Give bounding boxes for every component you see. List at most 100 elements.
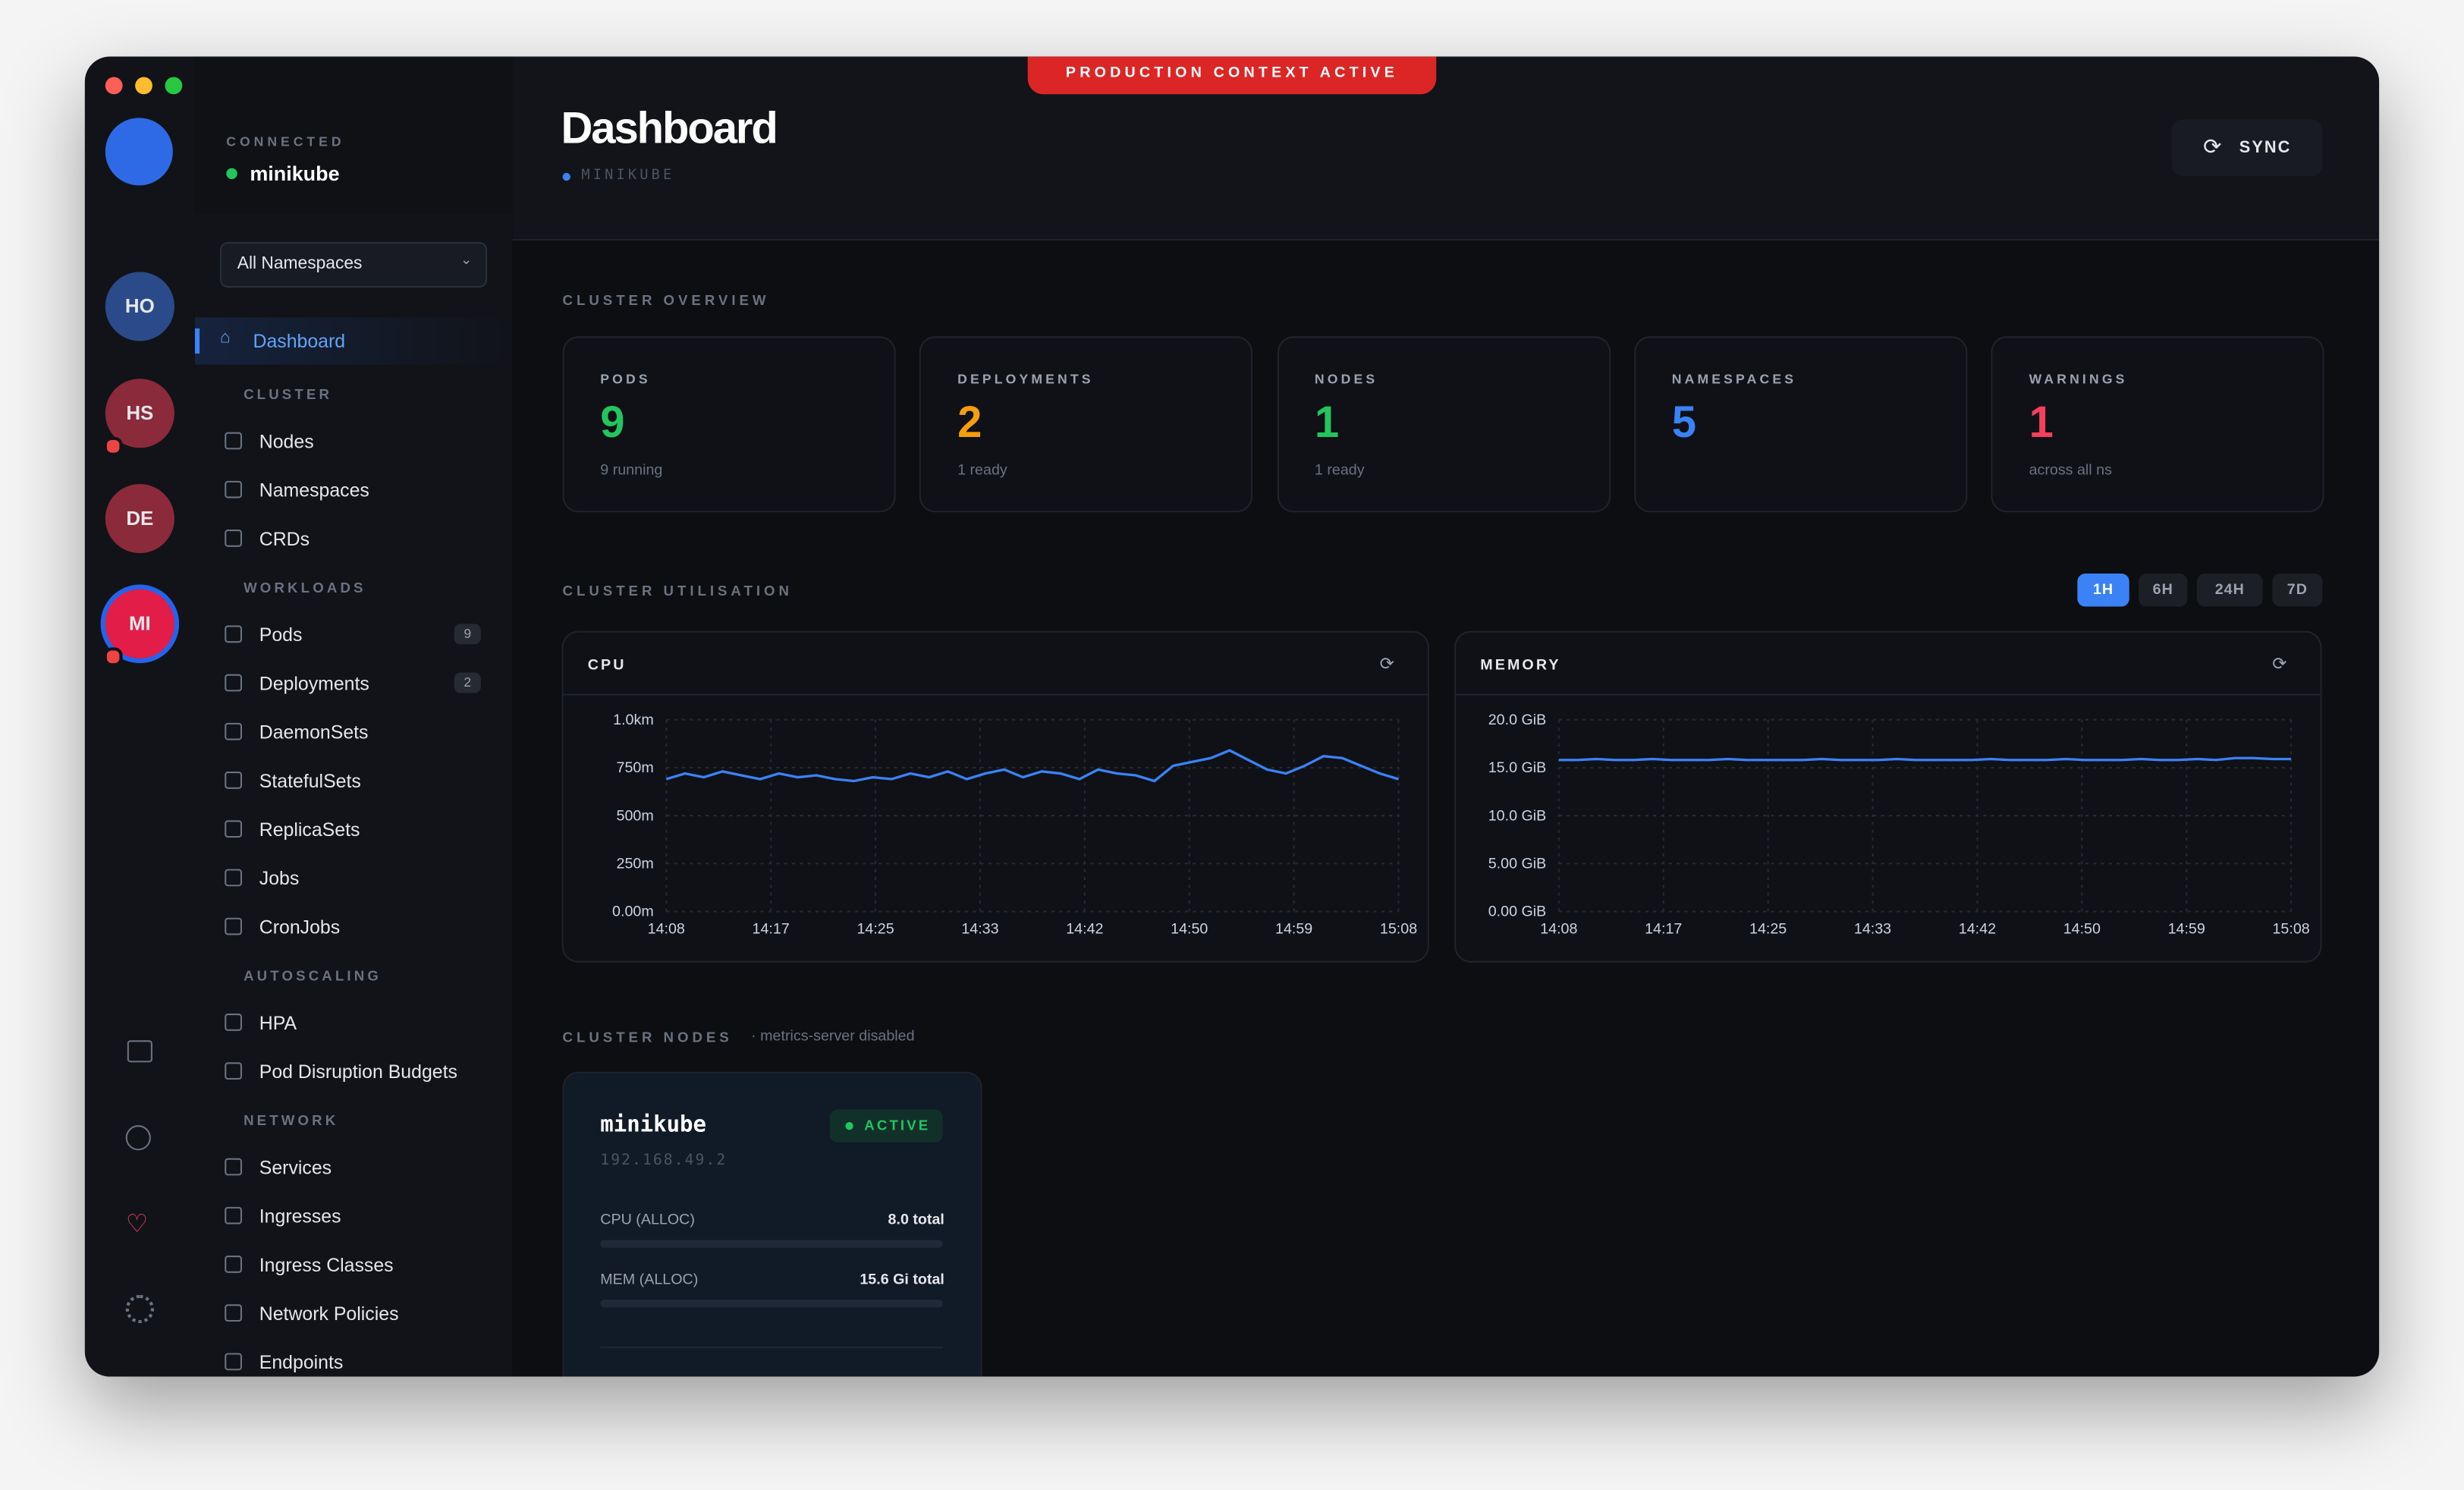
range-button[interactable]: 6H: [2139, 574, 2188, 607]
stat-card[interactable]: DEPLOYMENTS 2 1 ready: [919, 336, 1253, 513]
alert-dot: [103, 647, 123, 667]
stat-card[interactable]: PODS 9 9 running: [562, 336, 896, 513]
stat-sub: 1 ready: [1314, 461, 1365, 479]
y-tick-label: 20.0 GiB: [1488, 712, 1547, 728]
icon: [225, 480, 242, 498]
nav-label: CronJobs: [259, 916, 341, 938]
node-card[interactable]: minikube ACTIVE 192.168.49.2 CPU (ALLOC) 8.0…: [562, 1071, 982, 1377]
x-tick-label: 14:33: [961, 920, 998, 937]
y-tick-label: 750m: [617, 759, 654, 776]
x-tick-label: 14:50: [1171, 920, 1208, 937]
nav-item[interactable]: Ingresses: [195, 1194, 512, 1238]
sync-button[interactable]: ⟳ SYNC: [2171, 119, 2323, 176]
nav-label: ReplicaSets: [259, 819, 360, 841]
x-tick-label: 14:17: [753, 920, 790, 937]
active-item[interactable]: ⌂ Dashboard: [194, 317, 510, 365]
charts: CPU ⟳ 0.00m 250m 500m 750m 1.0km 14:08 14:17 14:2…: [561, 630, 2322, 963]
minimize[interactable]: [135, 77, 152, 95]
range-button[interactable]: 7D: [2272, 574, 2323, 607]
nav-item[interactable]: Nodes: [195, 420, 512, 464]
nav-section: CLUSTER: [244, 386, 333, 403]
divider: [600, 1347, 943, 1349]
nav-item[interactable]: Namespaces: [195, 468, 512, 512]
icon: ⌂: [219, 328, 231, 347]
refresh-icon: ⟳: [1380, 653, 1394, 673]
nav-item[interactable]: ReplicaSets: [195, 808, 512, 852]
stat-card[interactable]: NODES 1 1 ready: [1277, 336, 1611, 513]
nav-item[interactable]: CRDs: [195, 517, 512, 561]
context-avatar[interactable]: HO: [105, 272, 174, 341]
nav-item[interactable]: Services: [195, 1146, 512, 1190]
nav-item[interactable]: Network Policies: [195, 1292, 512, 1336]
icon: [225, 772, 242, 789]
metric-label: MEM (ALLOC): [600, 1271, 699, 1289]
banner: PRODUCTION CONTEXT ACTIVE: [1027, 56, 1437, 95]
context-avatar[interactable]: MI: [105, 589, 174, 659]
active-indicator: [194, 328, 200, 354]
chart-card: [1454, 630, 2322, 963]
status-badge: ACTIVE: [829, 1109, 943, 1143]
nav-item[interactable]: DaemonSets: [195, 710, 512, 754]
close[interactable]: [105, 77, 123, 95]
x-tick-label: 14:59: [2168, 920, 2205, 937]
progress-track: [600, 1240, 943, 1248]
nav-item[interactable]: Endpoints: [195, 1341, 512, 1377]
status-label: CONNECTED: [226, 134, 345, 149]
icon: [225, 1256, 242, 1273]
nav-label: Services: [259, 1156, 332, 1179]
nav-item[interactable]: StatefulSets: [195, 759, 512, 803]
icon: [225, 1014, 242, 1031]
settings-icon[interactable]: [125, 1294, 154, 1324]
nav-item[interactable]: Ingress Classes: [195, 1243, 512, 1287]
metric-total: 15.6 Gi total: [860, 1271, 944, 1289]
stat-card[interactable]: WARNINGS 1 across all ns: [1991, 336, 2324, 513]
stat-label: DEPLOYMENTS: [957, 370, 1094, 387]
stat-label: PODS: [600, 370, 651, 387]
context-avatar[interactable]: DE: [105, 483, 174, 554]
alert-dot: [103, 436, 123, 456]
chart-title: CPU: [588, 656, 627, 673]
icon: [225, 1158, 242, 1176]
y-tick-label: 15.0 GiB: [1488, 759, 1547, 776]
nav-item[interactable]: Jobs: [195, 857, 512, 901]
range-button[interactable]: 24H: [2196, 574, 2263, 607]
status-dot: [845, 1121, 853, 1130]
sync-label: SYNC: [2239, 138, 2292, 158]
x-tick-label: 14:17: [1645, 920, 1682, 937]
context-avatar[interactable]: HS: [105, 379, 174, 448]
x-tick-label: 14:08: [1540, 920, 1577, 937]
logo[interactable]: [105, 118, 173, 186]
heart-icon[interactable]: ♡: [125, 1212, 149, 1239]
stat-label: NAMESPACES: [1671, 370, 1797, 387]
y-tick-label: 10.0 GiB: [1488, 807, 1547, 824]
icon: [225, 674, 242, 692]
stat-label: NODES: [1314, 370, 1378, 387]
status-dot: [226, 168, 237, 180]
nav-item[interactable]: Pod Disruption Budgets: [195, 1050, 512, 1094]
zoom[interactable]: [165, 77, 183, 95]
section-title: CLUSTER NODES: [562, 1029, 733, 1045]
section-title: CLUSTER UTILISATION: [562, 583, 793, 599]
help-icon[interactable]: [125, 1125, 151, 1151]
y-tick-label: 1.0km: [613, 712, 654, 728]
nav-section: AUTOSCALING: [244, 967, 382, 984]
x-tick-label: 14:33: [1854, 920, 1891, 937]
icon: [225, 530, 242, 547]
stat-value: 1: [2029, 398, 2054, 447]
sidebar: CONNECTED minikube All Namespaces ⌄ ⌂ Da…: [194, 56, 513, 1377]
stat-card[interactable]: NAMESPACES 5: [1634, 336, 1968, 513]
chat-icon[interactable]: [127, 1040, 152, 1063]
nav-item[interactable]: Deployments 2: [195, 662, 512, 706]
x-tick-label: 14:25: [856, 920, 894, 937]
x-tick-label: 14:50: [2063, 920, 2101, 937]
nav-label: Ingresses: [259, 1205, 341, 1228]
stat-value: 9: [600, 398, 625, 447]
nav-item[interactable]: HPA: [195, 1001, 512, 1045]
stat-value: 2: [957, 398, 982, 447]
range-button[interactable]: 1H: [2077, 574, 2129, 607]
nav-item[interactable]: CronJobs: [195, 905, 512, 949]
nav-item[interactable]: Pods 9: [195, 613, 512, 657]
namespace-select[interactable]: All Namespaces ⌄: [219, 241, 488, 288]
